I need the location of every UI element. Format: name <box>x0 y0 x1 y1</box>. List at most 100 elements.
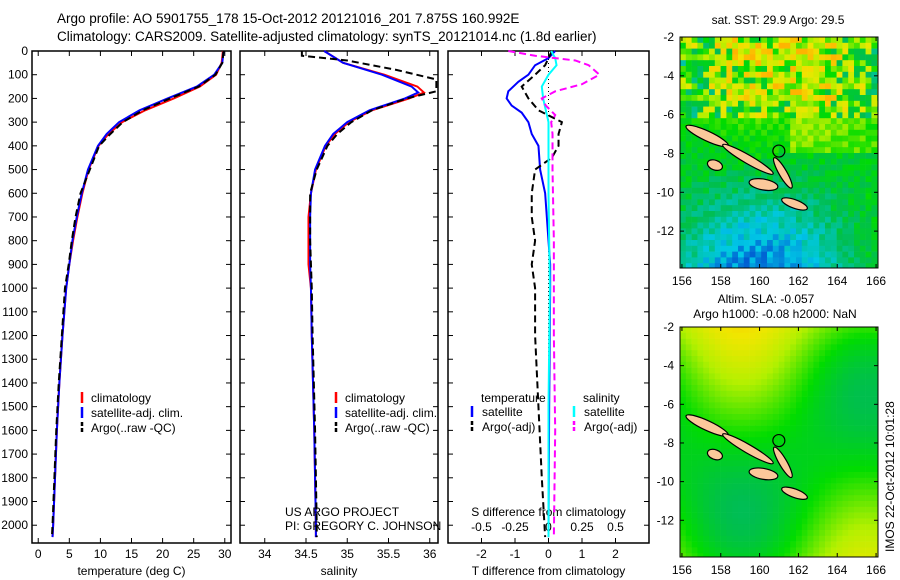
map-cell <box>732 234 739 241</box>
map-cell <box>790 361 797 368</box>
map-cell <box>680 71 687 78</box>
map-cell <box>709 541 716 548</box>
map-cell <box>772 419 779 426</box>
map-cell <box>825 541 832 548</box>
map-cell <box>830 506 837 513</box>
map-cell <box>871 222 878 229</box>
map-cell <box>819 54 826 61</box>
map-cell <box>726 390 733 397</box>
map-cell <box>854 164 861 171</box>
map-cell <box>738 199 745 206</box>
map-cell <box>825 408 832 415</box>
map-cell <box>697 187 704 194</box>
map-cell <box>680 77 687 84</box>
map-cell <box>720 199 727 206</box>
map-cell <box>854 327 861 334</box>
map-cell <box>697 222 704 229</box>
map-cell <box>859 205 866 212</box>
map-cell <box>842 205 849 212</box>
map-cell <box>697 211 704 218</box>
map-cell <box>738 483 745 490</box>
map-cell <box>778 338 785 345</box>
map-cell <box>772 390 779 397</box>
map-cell <box>738 54 745 61</box>
map-cell <box>842 431 849 438</box>
map-cell <box>790 77 797 84</box>
map-cell <box>732 530 739 537</box>
map-cell <box>720 327 727 334</box>
map-cell <box>749 379 756 386</box>
map-cell <box>830 211 837 218</box>
map-cell <box>836 71 843 78</box>
map-cell <box>848 205 855 212</box>
map-cell <box>697 83 704 90</box>
map-cell <box>743 350 750 357</box>
map-cell <box>848 106 855 113</box>
map-cell <box>842 402 849 409</box>
map-cell <box>738 205 745 212</box>
y-tick-label: 800 <box>8 234 28 248</box>
map-cell <box>807 512 814 519</box>
map-cell <box>871 379 878 386</box>
map-cell <box>738 60 745 67</box>
map-cell <box>871 66 878 73</box>
map-cell <box>749 530 756 537</box>
map-cell <box>697 66 704 73</box>
map-cell <box>796 431 803 438</box>
map-cell <box>830 425 837 432</box>
map-cell <box>825 182 832 189</box>
map-cell <box>871 164 878 171</box>
map-cell <box>749 553 756 558</box>
map-cell <box>732 66 739 73</box>
map-cell <box>842 448 849 455</box>
map-cell <box>720 234 727 241</box>
x-tick-label: 36 <box>423 547 437 561</box>
map-cell <box>784 344 791 351</box>
map-cell <box>796 263 803 269</box>
map-cell <box>836 443 843 450</box>
map-frame <box>679 326 879 558</box>
map-cell <box>778 187 785 194</box>
map-cell <box>842 327 849 334</box>
map-cell <box>825 350 832 357</box>
map-cell <box>796 501 803 508</box>
map-cell <box>790 240 797 247</box>
map-cell <box>767 356 774 363</box>
map-cell <box>714 524 721 531</box>
map-cell <box>871 402 878 409</box>
island-land <box>781 197 808 211</box>
map-cell <box>825 367 832 374</box>
map-cell <box>778 135 785 142</box>
map-cell <box>685 234 692 241</box>
map-cell <box>842 460 849 467</box>
map-cell <box>801 518 808 525</box>
map-cell <box>726 356 733 363</box>
map-cell <box>848 530 855 537</box>
x2-tick-label: -0.25 <box>501 520 529 534</box>
map-cell <box>691 327 698 334</box>
map-cell <box>767 193 774 200</box>
map-cell <box>836 187 843 194</box>
map-cell <box>732 141 739 148</box>
map-cell <box>871 338 878 345</box>
map-cell <box>767 164 774 171</box>
map-cell <box>865 518 872 525</box>
map-cell <box>854 222 861 229</box>
map-cell <box>709 483 716 490</box>
map-cell <box>755 48 762 55</box>
map-cell <box>709 170 716 177</box>
map-cell <box>714 477 721 484</box>
map-cell <box>819 257 826 264</box>
map-cell <box>720 182 727 189</box>
map-cell <box>813 361 820 368</box>
map-cell <box>761 356 768 363</box>
map-cell <box>796 437 803 444</box>
map-cell <box>796 356 803 363</box>
map-cell <box>743 100 750 107</box>
map-cell <box>755 222 762 229</box>
map-cell <box>726 193 733 200</box>
map-cell <box>720 95 727 102</box>
map-cell <box>726 48 733 55</box>
map-cell <box>801 332 808 339</box>
